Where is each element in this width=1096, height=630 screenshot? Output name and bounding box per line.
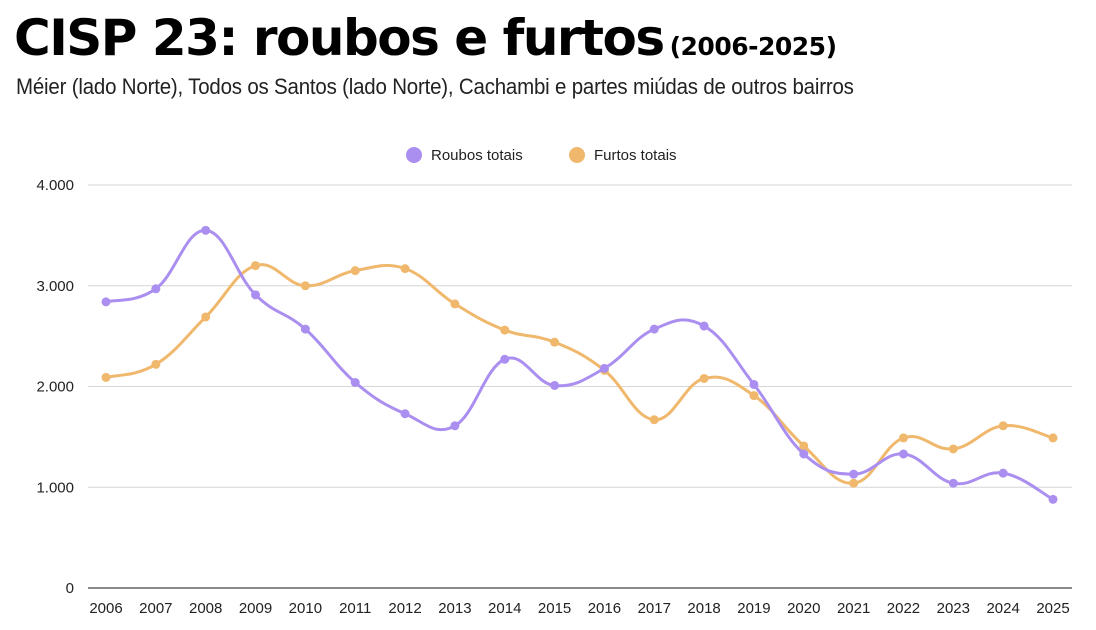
data-point-roubos-totais [1048, 494, 1058, 504]
data-point-roubos-totais [898, 449, 908, 459]
x-tick-label: 2007 [139, 600, 172, 617]
y-tick-label: 0 [66, 580, 74, 597]
data-point-furtos-totais [101, 372, 111, 382]
data-point-roubos-totais [799, 449, 809, 459]
data-point-furtos-totais [998, 421, 1008, 431]
data-point-roubos-totais [101, 297, 111, 307]
x-tick-label: 2015 [538, 600, 571, 617]
data-point-roubos-totais [400, 409, 410, 419]
x-tick-label: 2012 [388, 600, 421, 617]
legend-marker-furtos-totais [569, 147, 585, 163]
data-point-roubos-totais [849, 469, 859, 479]
data-point-roubos-totais [201, 225, 211, 235]
data-point-roubos-totais [151, 284, 161, 294]
data-point-roubos-totais [450, 421, 460, 431]
data-point-roubos-totais [649, 324, 659, 334]
data-point-furtos-totais [300, 281, 310, 291]
data-point-roubos-totais [998, 468, 1008, 478]
x-tick-label: 2022 [887, 600, 920, 617]
y-tick-label: 1.000 [36, 479, 74, 496]
data-point-furtos-totais [948, 444, 958, 454]
data-point-furtos-totais [251, 261, 261, 271]
data-point-furtos-totais [799, 441, 809, 451]
chart-title: CISP 23: roubos e furtos (2006-2025) [14, 6, 837, 70]
x-tick-label: 2018 [687, 600, 720, 617]
chart-subtitle: Méier (lado Norte), Todos os Santos (lad… [16, 74, 854, 99]
x-tick-label: 2011 [339, 600, 371, 617]
data-point-furtos-totais [450, 299, 460, 309]
x-tick-label: 2010 [289, 600, 322, 617]
data-point-furtos-totais [649, 415, 659, 425]
data-point-roubos-totais [699, 321, 709, 331]
data-point-roubos-totais [500, 354, 510, 364]
data-point-furtos-totais [550, 337, 560, 347]
legend-marker-roubos-totais [406, 147, 422, 163]
x-tick-label: 2024 [986, 600, 1019, 617]
x-tick-label: 2014 [488, 600, 521, 617]
x-tick-label: 2017 [638, 600, 671, 617]
data-point-roubos-totais [749, 379, 759, 389]
y-tick-label: 4.000 [36, 177, 74, 194]
x-tick-label: 2019 [737, 600, 770, 617]
data-point-roubos-totais [251, 290, 261, 300]
data-point-roubos-totais [300, 324, 310, 334]
data-point-furtos-totais [1048, 433, 1058, 443]
x-tick-label: 2016 [588, 600, 621, 617]
x-tick-label: 2013 [438, 600, 471, 617]
legend-label-furtos-totais: Furtos totais [594, 147, 677, 164]
data-point-roubos-totais [350, 377, 360, 387]
x-tick-label: 2006 [89, 600, 122, 617]
x-tick-label: 2008 [189, 600, 222, 617]
x-tick-label: 2009 [239, 600, 272, 617]
y-tick-label: 3.000 [36, 278, 74, 295]
data-point-furtos-totais [350, 266, 360, 276]
data-point-furtos-totais [749, 391, 759, 401]
data-point-furtos-totais [898, 433, 908, 443]
y-tick-label: 2.000 [36, 379, 74, 396]
title-years: (2006-2025) [669, 32, 837, 61]
series-line-furtos-totais [104, 263, 1055, 485]
data-point-furtos-totais [400, 264, 410, 274]
title-main: CISP 23: roubos e furtos [14, 9, 665, 67]
data-point-roubos-totais [948, 478, 958, 488]
data-point-furtos-totais [849, 478, 859, 488]
x-tick-label: 2020 [787, 600, 820, 617]
legend-label-roubos-totais: Roubos totais [431, 147, 523, 164]
data-point-furtos-totais [151, 359, 161, 369]
x-tick-label: 2025 [1036, 600, 1069, 617]
data-point-roubos-totais [599, 363, 609, 373]
x-tick-label: 2023 [937, 600, 970, 617]
data-point-furtos-totais [201, 312, 211, 322]
data-point-furtos-totais [699, 373, 709, 383]
data-point-furtos-totais [500, 325, 510, 335]
data-point-roubos-totais [550, 380, 560, 390]
x-tick-label: 2021 [837, 600, 870, 617]
